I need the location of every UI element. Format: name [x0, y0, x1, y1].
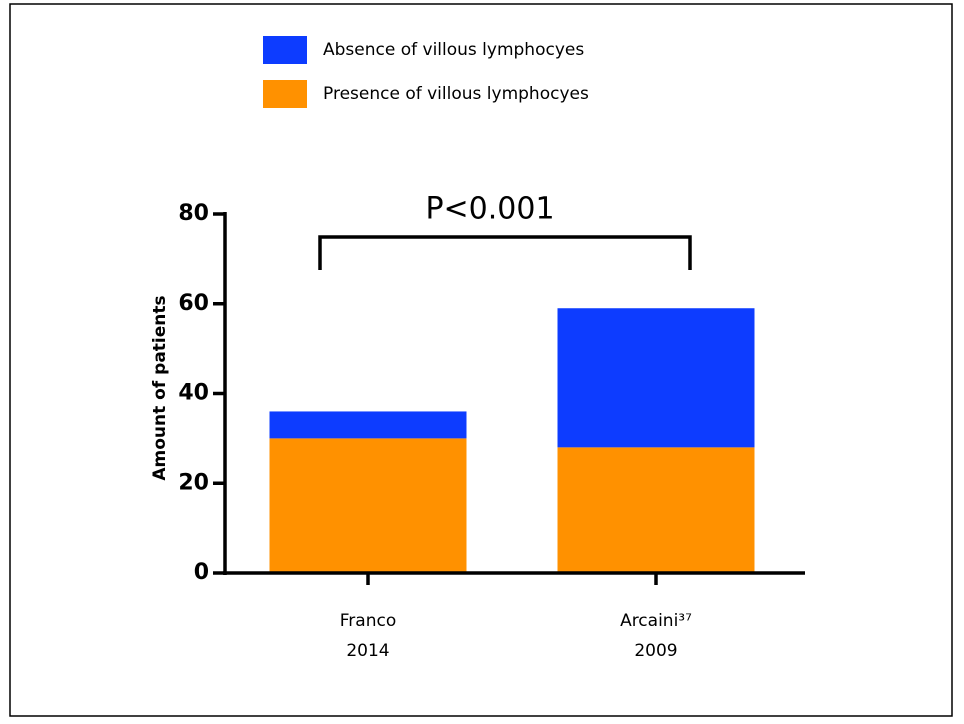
- y-tick-label: 60: [178, 291, 209, 316]
- p-value: P<0.001: [425, 192, 554, 227]
- frame: [9, 3, 953, 717]
- y-tick-label: 0: [194, 560, 209, 585]
- bracket: [318, 235, 692, 270]
- y-axis-label: Amount of patients: [150, 295, 170, 480]
- bar-segment: [269, 411, 467, 439]
- x-tick-label-line: 2009: [634, 641, 677, 661]
- legend-label: Presence of villous lymphocyes: [323, 84, 589, 104]
- bar-segment: [557, 447, 755, 573]
- x-tick-label-line: Arcaini³⁷: [620, 611, 692, 631]
- y-tick-label: 20: [178, 470, 209, 495]
- bar-segment: [269, 438, 467, 573]
- legend-swatch: [263, 80, 307, 108]
- x-tick-label-line: Franco: [340, 611, 396, 631]
- y-tick-label: 80: [178, 201, 209, 226]
- bar-segment: [557, 308, 755, 448]
- x-tick-label: Franco 2014: [340, 611, 396, 661]
- y-tick-label: 40: [178, 381, 209, 406]
- legend-label: Absence of villous lymphocyes: [323, 40, 584, 60]
- x-tick-label: Arcaini³⁷ 2009: [620, 611, 692, 661]
- legend-swatch: [263, 36, 307, 64]
- x-tick-label-line: 2014: [346, 641, 389, 661]
